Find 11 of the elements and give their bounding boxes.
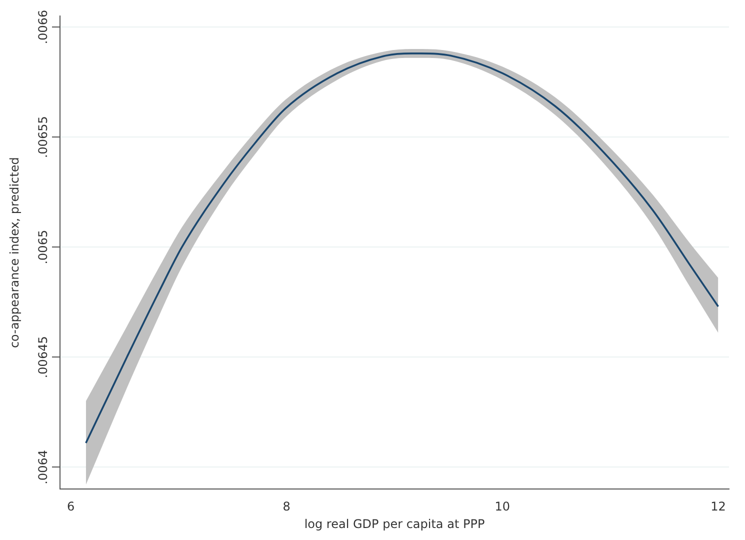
x-tick-label: 6 — [66, 500, 75, 514]
y-tick-label: .00655 — [36, 116, 50, 158]
y-tick-label: .0064 — [36, 450, 50, 484]
x-tick-label: 12 — [710, 500, 726, 514]
y-tick-label: .0066 — [36, 10, 50, 44]
y-tick-label: .00645 — [36, 336, 50, 378]
x-tick-label: 8 — [282, 500, 290, 514]
y-axis-title: co-appearance index, predicted — [7, 157, 22, 348]
x-tick-label: 10 — [494, 500, 510, 514]
x-axis-title: log real GDP per capita at PPP — [304, 516, 485, 531]
y-tick-label: .0065 — [36, 230, 50, 264]
